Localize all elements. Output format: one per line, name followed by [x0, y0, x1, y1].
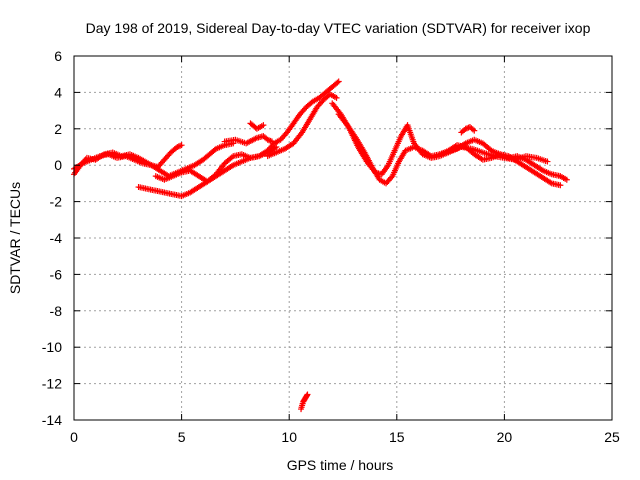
grid-lines: [74, 56, 612, 420]
data-point-track-h: [333, 94, 340, 101]
x-tick-label: 20: [497, 429, 513, 445]
data-point-track-g: [334, 79, 341, 86]
data-point-track-j: [557, 182, 564, 189]
x-tick-label: 15: [389, 429, 405, 445]
data-point-track-m: [304, 391, 311, 398]
data-point-track-b: [211, 146, 218, 153]
y-tick-label: 4: [54, 84, 62, 100]
x-tick-label: 0: [70, 429, 78, 445]
data-point-track-i: [563, 176, 570, 183]
y-tick-label: -6: [50, 266, 63, 282]
y-tick-label: -2: [50, 194, 63, 210]
data-point-track-f: [260, 122, 267, 129]
x-tick-label: 5: [178, 429, 186, 445]
y-tick-label: -12: [42, 376, 62, 392]
x-axis-label: GPS time / hours: [287, 457, 394, 473]
data-point-track-a: [178, 142, 185, 149]
x-tick-label: 25: [604, 429, 620, 445]
y-tick-label: -8: [50, 303, 63, 319]
data-point-track-g: [335, 78, 342, 85]
y-tick-label: 0: [54, 157, 62, 173]
y-tick-label: 2: [54, 121, 62, 137]
y-tick-label: -4: [50, 230, 63, 246]
y-tick-label: -10: [42, 339, 62, 355]
y-tick-label: 6: [54, 48, 62, 64]
data-point-track-k: [544, 158, 551, 165]
y-tick-label: -14: [42, 412, 62, 428]
chart-title: Day 198 of 2019, Sidereal Day-to-day VTE…: [86, 20, 591, 36]
data-point-track-l: [471, 127, 478, 134]
y-axis-label: SDTVAR / TECUs: [7, 182, 23, 294]
x-tick-label: 10: [281, 429, 297, 445]
axis-ticks: 0 5 10 15 20 25 -14 -12 -10 -8 -6 -4 -2 0 2 4 6: [42, 48, 620, 445]
data-points: [71, 78, 570, 413]
